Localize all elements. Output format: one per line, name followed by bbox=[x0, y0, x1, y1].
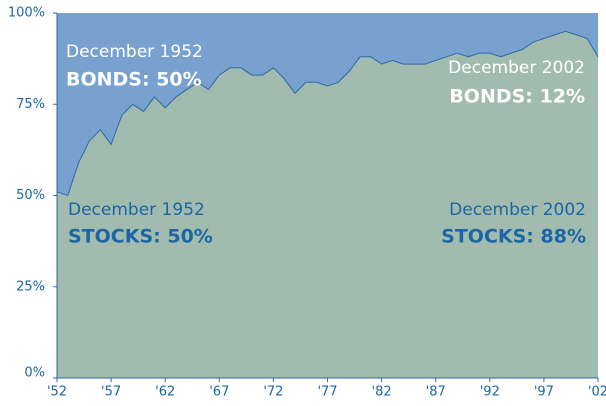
x-tick-label: '62 bbox=[155, 385, 175, 400]
y-tick-label: 0% bbox=[24, 366, 45, 381]
x-tick-label: '67 bbox=[209, 385, 229, 400]
x-tick-label: '92 bbox=[480, 385, 500, 400]
y-tick-label: 25% bbox=[16, 279, 45, 294]
y-tick-label: 100% bbox=[8, 6, 45, 21]
x-tick-label: '77 bbox=[317, 385, 337, 400]
annotation: STOCKS: 88% bbox=[441, 226, 586, 248]
annotation: BONDS: 50% bbox=[66, 69, 202, 91]
annotation: December 2002 bbox=[448, 58, 585, 78]
annotation: December 1952 bbox=[66, 42, 203, 62]
x-tick-label: '52 bbox=[47, 385, 67, 400]
annotation: December 2002 bbox=[449, 200, 586, 220]
x-tick-label: '02 bbox=[588, 385, 606, 400]
annotation: STOCKS: 50% bbox=[68, 226, 213, 248]
x-tick-label: '87 bbox=[426, 385, 446, 400]
x-tick-label: '97 bbox=[534, 385, 554, 400]
x-tick-label: '82 bbox=[372, 385, 392, 400]
annotation: December 1952 bbox=[68, 200, 205, 220]
annotation: BONDS: 12% bbox=[449, 86, 585, 108]
y-tick-label: 75% bbox=[16, 97, 45, 112]
stocks-area bbox=[57, 31, 598, 379]
boundary-line bbox=[56, 30, 599, 197]
bonds-area bbox=[57, 13, 598, 196]
y-tick-label: 50% bbox=[16, 188, 45, 203]
x-tick-label: '57 bbox=[101, 385, 121, 400]
x-tick-label: '72 bbox=[263, 385, 283, 400]
